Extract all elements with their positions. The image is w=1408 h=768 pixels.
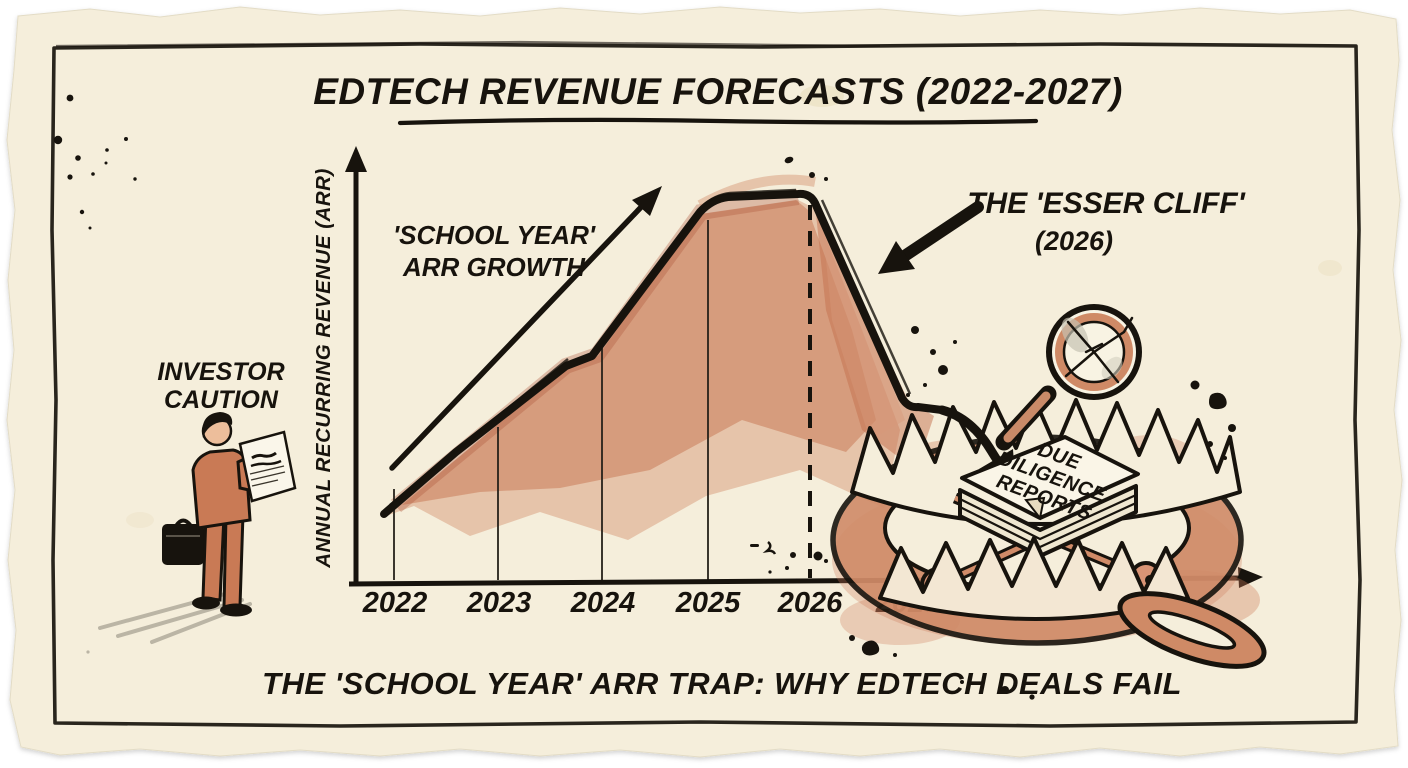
year-gridlines <box>393 220 709 580</box>
briefcase-icon <box>162 518 204 565</box>
cracked-magnifying-glass-icon <box>995 304 1142 451</box>
header: EDTECH REVENUE FORECASTS (2022-2027) <box>313 71 1123 126</box>
hand-drawn-frame <box>50 42 1362 728</box>
arr-forecast-chart: ANNUAL RECURRING REVENUE (ARR) 'SCHOOL Y… <box>312 146 1263 619</box>
growth-arrowhead <box>632 186 662 216</box>
year-label-2025: 2025 <box>675 587 741 619</box>
paper-stain <box>126 512 154 528</box>
paper-stain <box>1318 260 1342 276</box>
esser-cliff-annotation: THE 'ESSER CLIFF' (2026) <box>878 187 1246 274</box>
investor-label-line2: CAUTION <box>164 386 279 414</box>
trap-handle <box>1117 591 1267 669</box>
cliff-arrowhead <box>878 241 915 274</box>
y-axis-label: ANNUAL RECURRING REVENUE (ARR) <box>312 168 335 569</box>
leg <box>222 512 245 609</box>
growth-arrow <box>389 200 648 471</box>
top-report-sheet <box>960 435 1140 520</box>
growth-label-line2: ARR GROWTH <box>402 252 586 282</box>
hair <box>202 412 233 438</box>
revenue-line <box>380 188 946 518</box>
ink-splatter-top-left <box>53 94 137 230</box>
investor-figure-icon: INVESTOR CAUTION <box>86 358 297 654</box>
cliff-label-line2: (2026) <box>1035 226 1113 256</box>
scribble-lines <box>249 465 286 487</box>
glass-shard <box>1101 356 1123 380</box>
shoe <box>192 596 220 610</box>
year-label-2022: 2022 <box>362 587 428 619</box>
growth-label-line1: 'SCHOOL YEAR' <box>393 220 596 250</box>
year-label-2024: 2024 <box>570 587 636 619</box>
sheet-corner-fold <box>1024 496 1046 521</box>
title-underline <box>397 117 1039 126</box>
page-title: EDTECH REVENUE FORECASTS (2022-2027) <box>313 71 1123 112</box>
frame-rough-stroke <box>55 40 881 48</box>
ink-splatter-chart <box>750 156 957 574</box>
investor-label-line1: INVESTOR <box>157 358 284 386</box>
crack-lines <box>1064 316 1134 384</box>
cliff-arrow <box>897 201 984 263</box>
school-year-growth-annotation: 'SCHOOL YEAR' ARR GROWTH <box>389 186 662 471</box>
bottom-caption: THE 'SCHOOL YEAR' ARR TRAP: WHY EDTECH D… <box>262 666 1182 701</box>
x-axis-arrowhead <box>1238 567 1263 588</box>
shoe <box>220 603 252 617</box>
proposal-document <box>238 430 297 503</box>
ink-splatter-trap <box>849 380 1236 700</box>
y-axis-arrowhead <box>345 146 367 172</box>
glass-shard <box>1061 317 1089 353</box>
bear-trap-icon: DUE DILIGENCE REPORTS <box>830 380 1267 700</box>
year-label-2026: 2026 <box>777 587 843 619</box>
year-label-2023: 2023 <box>466 587 532 619</box>
cliff-label-line1: THE 'ESSER CLIFF' <box>967 187 1245 220</box>
paper-stain <box>800 85 844 107</box>
